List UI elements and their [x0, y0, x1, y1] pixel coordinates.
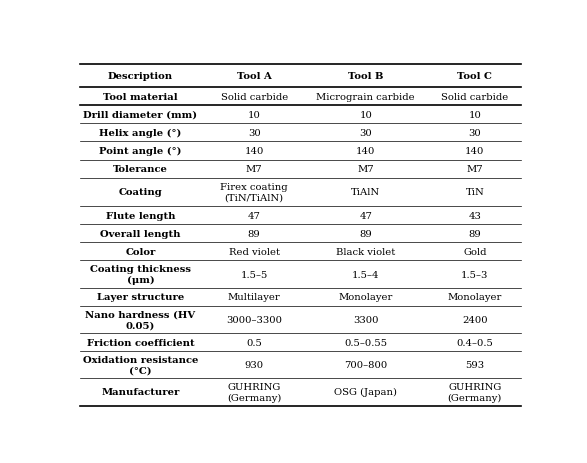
Text: 30: 30 — [468, 129, 481, 138]
Text: 1.5–5: 1.5–5 — [241, 270, 268, 279]
Text: Point angle (°): Point angle (°) — [99, 147, 182, 156]
Text: Coating thickness
(μm): Coating thickness (μm) — [90, 264, 191, 285]
Text: 43: 43 — [468, 211, 481, 220]
Text: Multilayer: Multilayer — [228, 293, 281, 301]
Text: 593: 593 — [465, 361, 484, 369]
Text: Black violet: Black violet — [336, 247, 395, 257]
Text: 0.4–0.5: 0.4–0.5 — [457, 338, 493, 347]
Text: Manufacturer: Manufacturer — [102, 388, 180, 397]
Text: Tool A: Tool A — [237, 72, 272, 81]
Text: Oxidation resistance
(°C): Oxidation resistance (°C) — [83, 355, 198, 375]
Text: Description: Description — [108, 72, 173, 81]
Text: 89: 89 — [468, 229, 481, 238]
Text: Nano hardness (HV
0.05): Nano hardness (HV 0.05) — [86, 310, 195, 330]
Text: Layer structure: Layer structure — [97, 293, 184, 301]
Text: 10: 10 — [468, 111, 481, 119]
Text: Color: Color — [125, 247, 156, 257]
Text: Monolayer: Monolayer — [339, 293, 393, 301]
Text: 930: 930 — [245, 361, 264, 369]
Text: 140: 140 — [356, 147, 375, 156]
Text: Monolayer: Monolayer — [448, 293, 502, 301]
Text: 2400: 2400 — [462, 315, 488, 324]
Text: GUHRING
(Germany): GUHRING (Germany) — [227, 382, 281, 402]
Text: OSG (Japan): OSG (Japan) — [334, 388, 397, 397]
Text: 0.5: 0.5 — [247, 338, 262, 347]
Text: GUHRING
(Germany): GUHRING (Germany) — [448, 382, 502, 402]
Text: Drill diameter (mm): Drill diameter (mm) — [83, 111, 198, 119]
Text: Helix angle (°): Helix angle (°) — [99, 129, 181, 138]
Text: Solid carbide: Solid carbide — [441, 93, 508, 101]
Text: Solid carbide: Solid carbide — [221, 93, 288, 101]
Text: TiAlN: TiAlN — [351, 188, 380, 197]
Text: 47: 47 — [359, 211, 372, 220]
Text: 700–800: 700–800 — [344, 361, 387, 369]
Text: Flute length: Flute length — [106, 211, 176, 220]
Text: 10: 10 — [248, 111, 261, 119]
Text: Firex coating
(TiN/TiAlN): Firex coating (TiN/TiAlN) — [220, 182, 288, 202]
Text: Friction coefficient: Friction coefficient — [87, 338, 194, 347]
Text: Tool C: Tool C — [457, 72, 492, 81]
Text: 3000–3300: 3000–3300 — [226, 315, 282, 324]
Text: Tool B: Tool B — [348, 72, 383, 81]
Text: 140: 140 — [465, 147, 484, 156]
Text: 30: 30 — [248, 129, 261, 138]
Text: 1.5–4: 1.5–4 — [352, 270, 379, 279]
Text: Micrograin carbide: Micrograin carbide — [316, 93, 415, 101]
Text: Red violet: Red violet — [229, 247, 280, 257]
Text: M7: M7 — [357, 165, 374, 174]
Text: Coating: Coating — [119, 188, 163, 197]
Text: Tool material: Tool material — [103, 93, 178, 101]
Text: Overall length: Overall length — [100, 229, 181, 238]
Text: Tolerance: Tolerance — [113, 165, 168, 174]
Text: M7: M7 — [467, 165, 483, 174]
Text: 47: 47 — [248, 211, 261, 220]
Text: Gold: Gold — [463, 247, 487, 257]
Text: M7: M7 — [246, 165, 262, 174]
Text: 89: 89 — [248, 229, 261, 238]
Text: 89: 89 — [359, 229, 372, 238]
Text: TiN: TiN — [465, 188, 484, 197]
Text: 30: 30 — [359, 129, 372, 138]
Text: 10: 10 — [359, 111, 372, 119]
Text: 0.5–0.55: 0.5–0.55 — [344, 338, 387, 347]
Text: 140: 140 — [245, 147, 264, 156]
Text: 1.5–3: 1.5–3 — [461, 270, 488, 279]
Text: 3300: 3300 — [353, 315, 379, 324]
